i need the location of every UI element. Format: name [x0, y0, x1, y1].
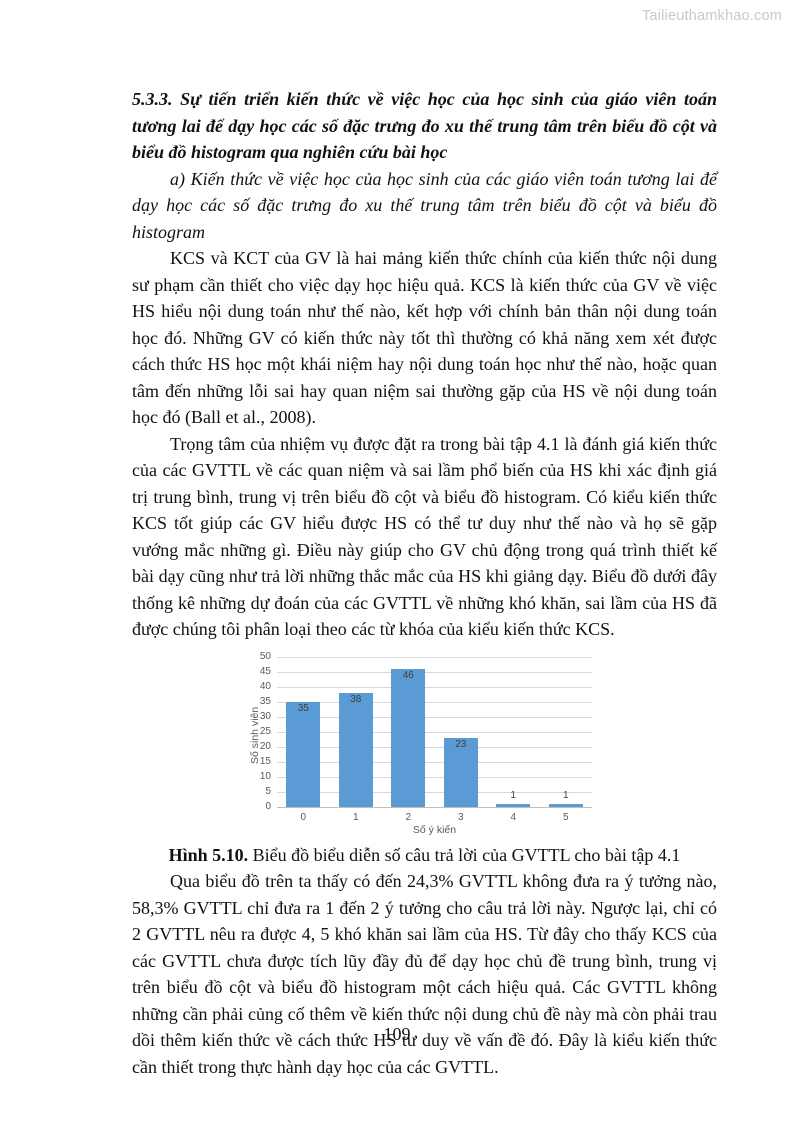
gridline: [277, 656, 592, 658]
gridline: [277, 746, 592, 748]
content-block: 5.3.3. Sự tiến triển kiến thức về việc h…: [132, 86, 717, 1080]
x-tick-label: 5: [562, 811, 569, 823]
watermark: Tailieuthamkhao.com: [641, 8, 782, 24]
bar-value-label: 1: [562, 789, 569, 801]
bar-value-label: 46: [402, 669, 414, 681]
y-tick-label: 0: [265, 800, 271, 812]
x-tick-label: 0: [300, 811, 307, 823]
bar: [443, 737, 478, 807]
bar-value-label: 1: [510, 789, 517, 801]
gridline: [277, 671, 592, 673]
gridline: [277, 791, 592, 793]
gridline: [277, 716, 592, 718]
bar: [391, 668, 426, 807]
x-tick-label: 3: [457, 811, 464, 823]
y-tick-label: 10: [259, 770, 271, 782]
gridline: [277, 776, 592, 778]
figure-caption: Hình 5.10. Biểu đồ biểu diễn số câu trả …: [132, 842, 717, 869]
gridline: [277, 806, 592, 808]
y-tick-label: 45: [259, 665, 271, 677]
y-tick-label: 30: [259, 710, 271, 722]
bar-value-label: 35: [297, 702, 309, 714]
bar-chart: Số sinh viên Số ý kiến 0 5 10 15 20 25 30 35 40 4…: [245, 648, 597, 840]
x-axis-title: Số ý kiến: [412, 823, 457, 836]
paragraph-3: Qua biểu đồ trên ta thấy có đến 24,3% GV…: [132, 871, 717, 1077]
y-tick-label: 35: [259, 695, 271, 707]
x-tick-label: 2: [405, 811, 412, 823]
gridline: [277, 686, 592, 688]
y-tick-label: 5: [265, 785, 271, 797]
bar: [286, 701, 321, 807]
bar: [338, 692, 373, 807]
subsection-heading: a) Kiến thức về việc học của học sinh củ…: [132, 168, 717, 242]
paragraph-1: KCS và KCT của GV là hai mảng kiến thức …: [132, 248, 717, 427]
y-tick-label: 15: [259, 755, 271, 767]
bar: [496, 803, 531, 807]
x-tick-label: 4: [510, 811, 517, 823]
bar: [548, 803, 583, 807]
paragraph-2: Trọng tâm của nhiệm vụ được đặt ra trong…: [132, 433, 717, 640]
section-heading: 5.3.3. Sự tiến triển kiến thức về việc h…: [132, 89, 717, 162]
x-tick-label: 1: [352, 811, 359, 823]
figure-caption-label: Hình 5.10.: [168, 844, 249, 865]
figure-caption-text: Biểu đồ biểu diễn số câu trả lời của GVT…: [248, 844, 681, 865]
gridline: [277, 731, 592, 733]
y-tick-label: 25: [259, 725, 271, 737]
gridline: [277, 761, 592, 763]
bar-value-label: 38: [350, 693, 362, 705]
y-tick-label: 50: [259, 650, 271, 662]
y-tick-label: 20: [259, 740, 271, 752]
y-tick-label: 40: [259, 680, 271, 692]
bar-value-label: 23: [455, 738, 467, 750]
page-number: 109: [383, 1024, 411, 1044]
gridline: [277, 701, 592, 703]
